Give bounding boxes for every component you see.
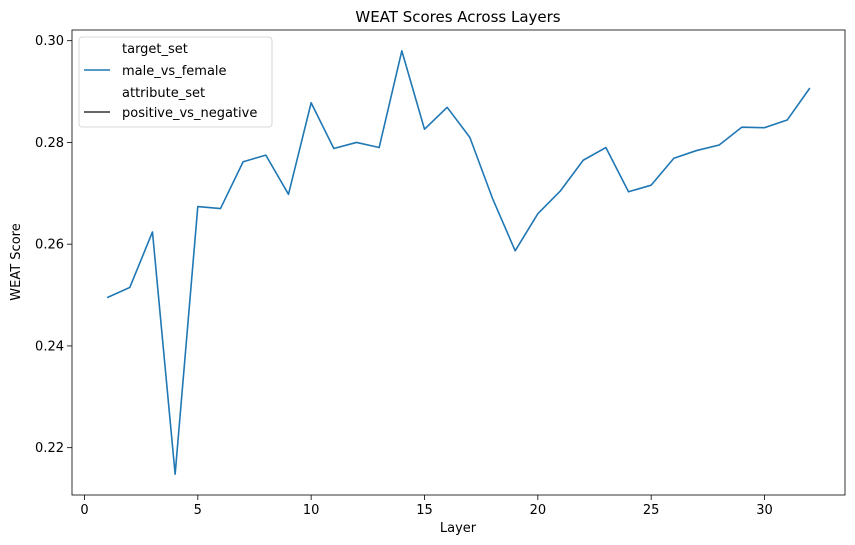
chart-title: WEAT Scores Across Layers — [355, 8, 560, 26]
data-point — [695, 149, 697, 151]
data-point — [129, 286, 131, 288]
data-point — [809, 87, 811, 89]
data-point — [627, 191, 629, 193]
y-tick-label: 0.26 — [35, 238, 64, 253]
legend-label: positive_vs_negative — [122, 106, 257, 121]
data-point — [514, 250, 516, 252]
data-point — [673, 157, 675, 159]
data-point — [401, 50, 403, 52]
data-point — [197, 205, 199, 207]
legend-header: attribute_set — [122, 86, 205, 101]
x-axis: 0 5 10 15 20 25 30 — [80, 495, 773, 518]
y-axis: 0.22 0.24 0.26 0.28 0.30 — [35, 34, 72, 456]
x-tick-label: 15 — [416, 503, 433, 518]
x-tick-label: 10 — [303, 503, 320, 518]
y-axis-label: WEAT Score — [9, 223, 24, 300]
y-tick-label: 0.24 — [35, 339, 64, 354]
x-tick-label: 5 — [194, 503, 202, 518]
series-layer — [106, 50, 811, 475]
data-point — [741, 126, 743, 128]
y-tick-label: 0.22 — [35, 441, 64, 456]
data-point — [559, 190, 561, 192]
legend: target_set male_vs_female attribute_setpos… — [78, 36, 273, 128]
data-point — [310, 102, 312, 104]
y-tick-label: 0.30 — [35, 34, 64, 49]
legend-label: male_vs_female — [122, 64, 227, 79]
series-line-male_vs_female — [106, 50, 811, 475]
data-point — [718, 144, 720, 146]
data-point — [491, 197, 493, 199]
data-point — [242, 161, 244, 163]
y-tick-label: 0.28 — [35, 136, 64, 151]
data-point — [378, 146, 380, 148]
data-point — [537, 212, 539, 214]
data-point — [469, 136, 471, 138]
data-point — [265, 154, 267, 156]
data-point — [219, 207, 221, 209]
x-tick-label: 0 — [80, 503, 88, 518]
data-point — [786, 119, 788, 121]
data-point — [106, 296, 108, 298]
data-point — [355, 141, 357, 143]
data-point — [605, 146, 607, 148]
data-point — [763, 126, 765, 128]
data-point — [151, 231, 153, 233]
data-point — [174, 473, 176, 475]
data-point — [650, 184, 652, 186]
data-point — [446, 106, 448, 108]
plot-frame — [71, 29, 846, 496]
x-tick-label: 20 — [530, 503, 547, 518]
x-axis-label: Layer — [440, 521, 477, 536]
data-point — [333, 147, 335, 149]
legend-box — [78, 36, 273, 128]
data-point — [582, 159, 584, 161]
data-point — [423, 128, 425, 130]
x-tick-label: 30 — [756, 503, 773, 518]
data-point — [287, 193, 289, 195]
plot-area — [71, 29, 846, 496]
legend-header: target_set — [122, 42, 188, 57]
x-tick-label: 25 — [643, 503, 660, 518]
